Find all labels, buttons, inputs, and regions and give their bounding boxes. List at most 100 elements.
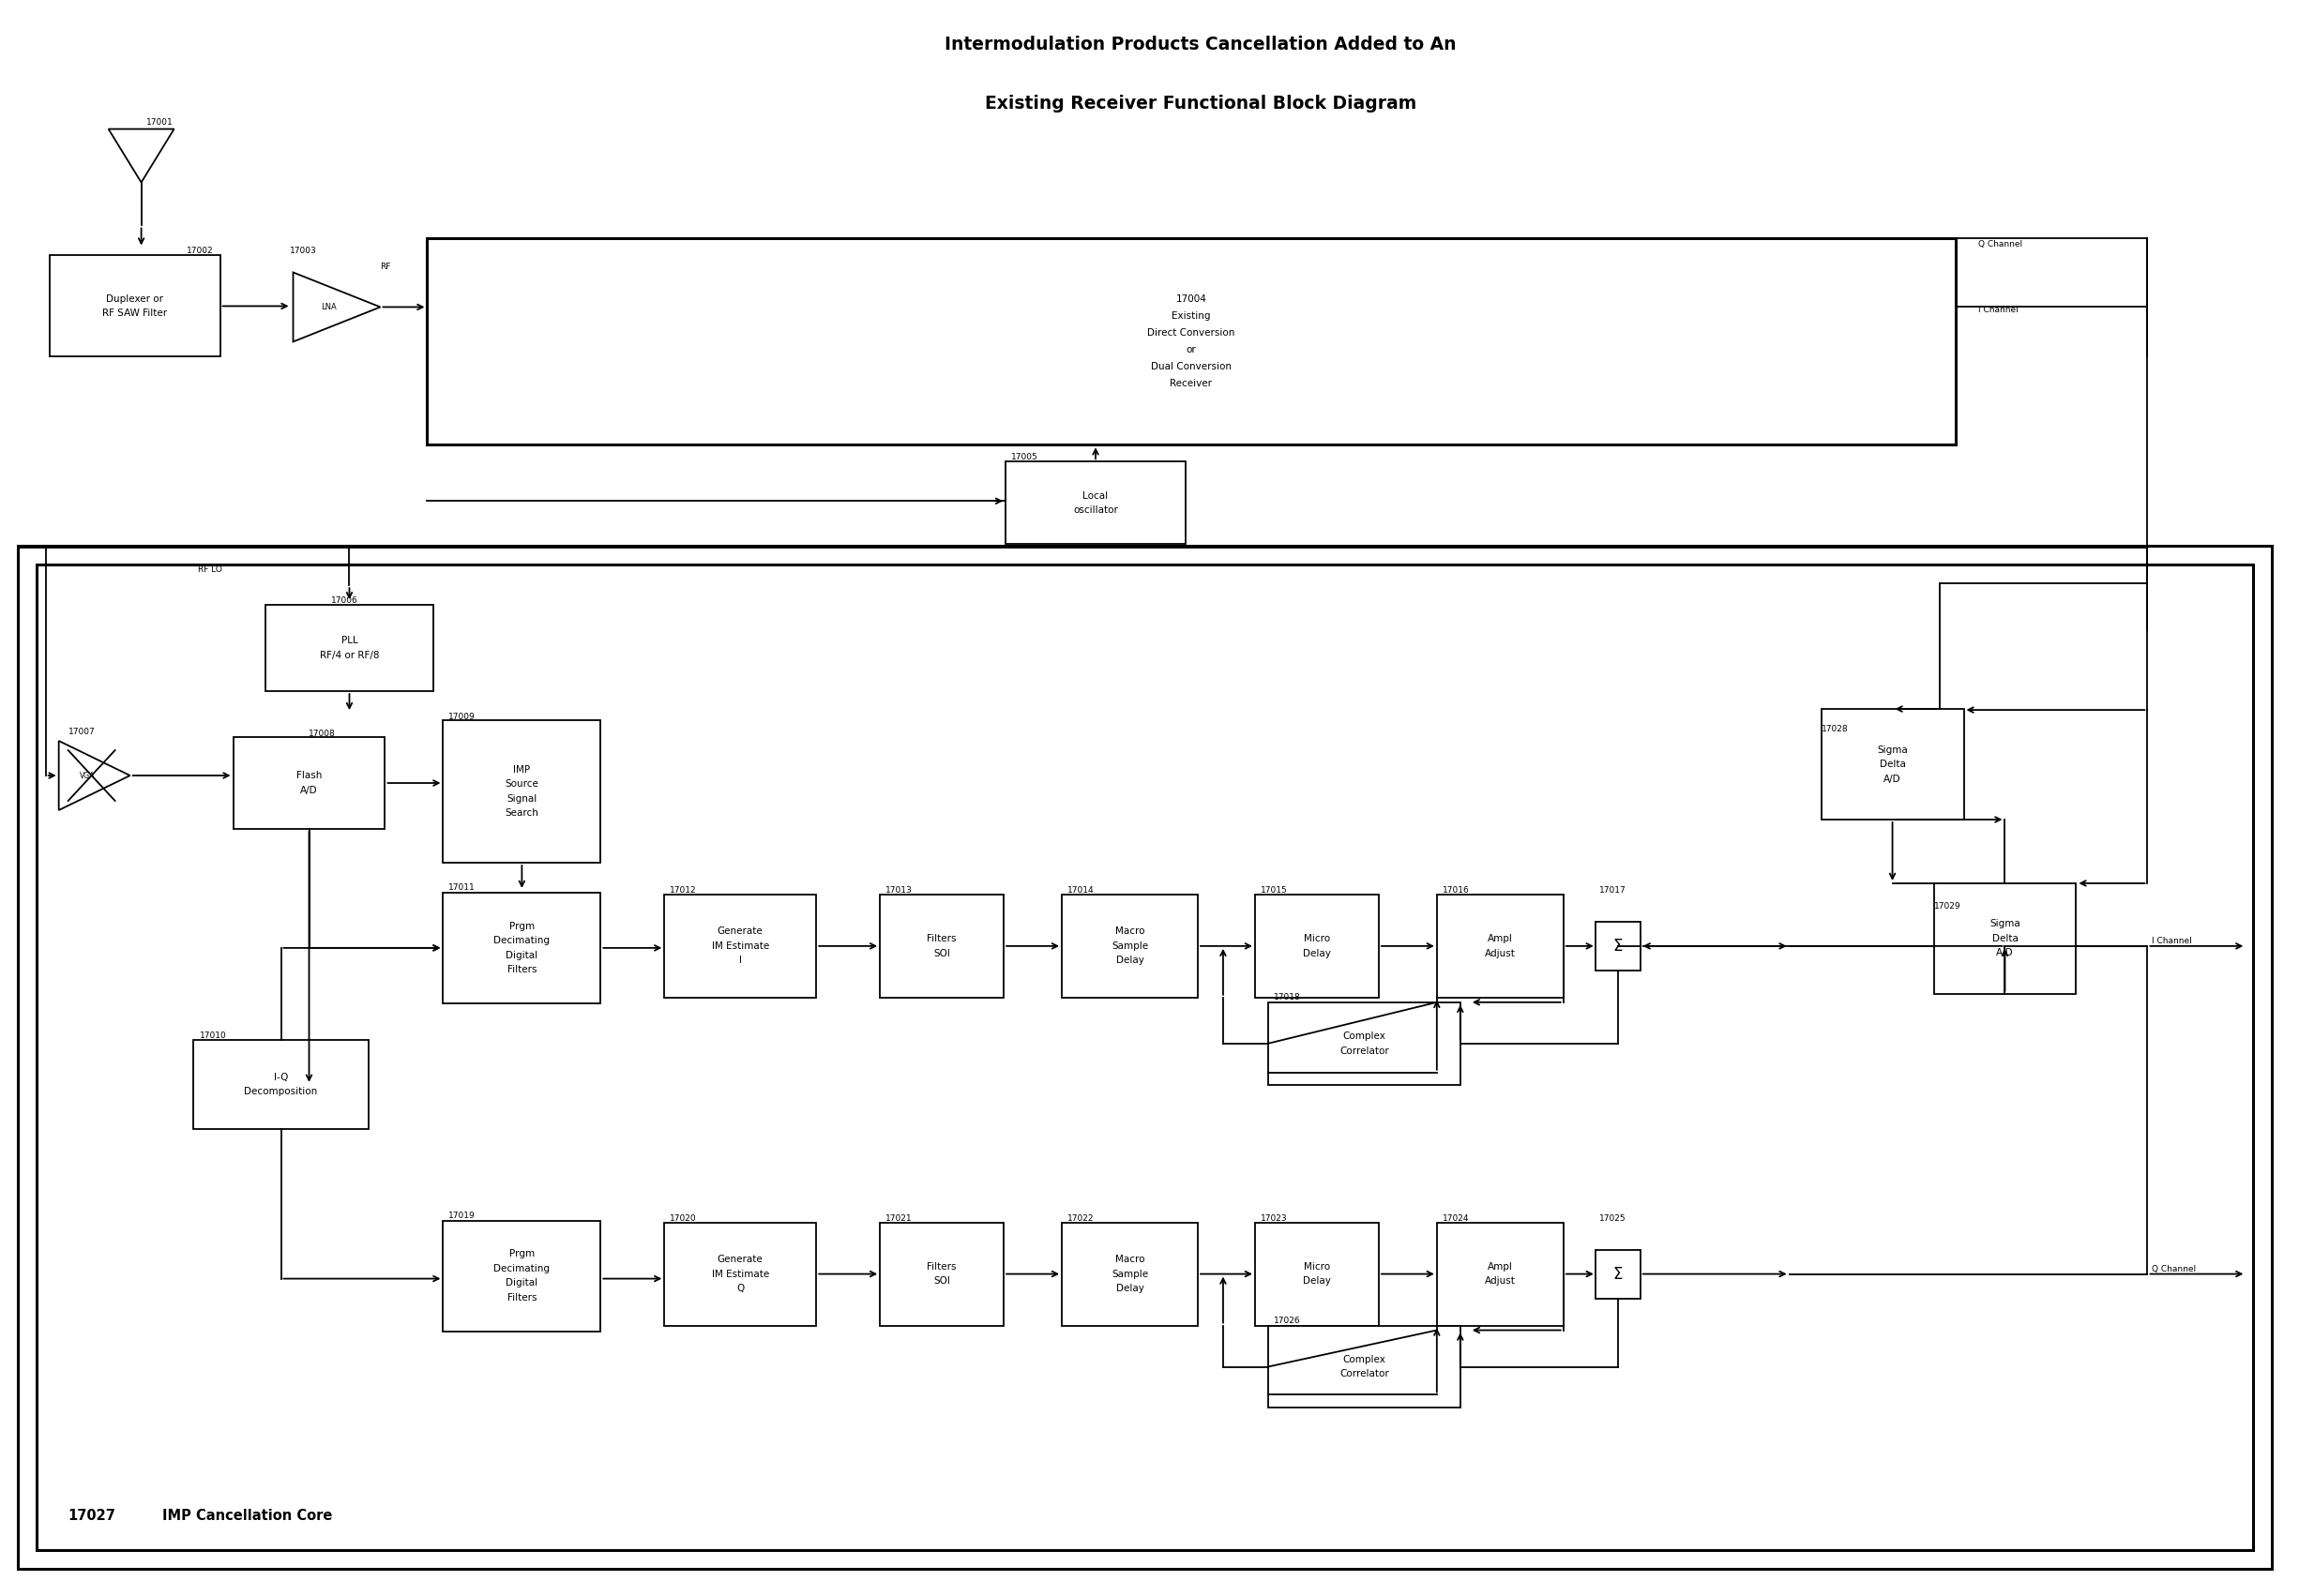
Bar bbox=[1596, 1250, 1639, 1298]
Text: Decimating: Decimating bbox=[494, 935, 549, 945]
Text: Complex: Complex bbox=[1343, 1355, 1386, 1365]
Bar bbox=[1062, 1223, 1198, 1326]
Bar bbox=[48, 255, 221, 356]
Text: 17019: 17019 bbox=[448, 1211, 476, 1219]
Text: Decimating: Decimating bbox=[494, 1264, 549, 1274]
Text: PLL: PLL bbox=[340, 637, 359, 645]
Text: RF: RF bbox=[379, 262, 391, 271]
Text: or: or bbox=[1186, 345, 1195, 354]
Bar bbox=[37, 565, 2253, 1550]
Bar bbox=[1269, 1002, 1460, 1085]
Text: Intermodulation Products Cancellation Added to An: Intermodulation Products Cancellation Ad… bbox=[945, 35, 1458, 54]
Text: Duplexer or: Duplexer or bbox=[106, 294, 163, 303]
Text: Correlator: Correlator bbox=[1340, 1045, 1389, 1055]
Bar bbox=[232, 737, 384, 828]
Text: 17017: 17017 bbox=[1600, 886, 1625, 895]
Text: Prgm: Prgm bbox=[508, 921, 536, 930]
Bar bbox=[1005, 461, 1186, 544]
Text: Delay: Delay bbox=[1115, 956, 1145, 966]
Text: Σ: Σ bbox=[1614, 1266, 1623, 1283]
Text: 17015: 17015 bbox=[1260, 886, 1287, 895]
Text: 17008: 17008 bbox=[308, 729, 336, 737]
Text: 17004: 17004 bbox=[1175, 295, 1207, 305]
Bar bbox=[881, 894, 1005, 998]
Text: Delay: Delay bbox=[1115, 1283, 1145, 1293]
Text: 17007: 17007 bbox=[69, 728, 94, 736]
Bar bbox=[1269, 1326, 1460, 1408]
Text: 17003: 17003 bbox=[290, 247, 317, 255]
Text: IM Estimate: IM Estimate bbox=[713, 942, 770, 951]
Bar bbox=[444, 892, 600, 1004]
Text: Local: Local bbox=[1083, 492, 1108, 500]
Text: Delay: Delay bbox=[1304, 948, 1331, 958]
Text: 17025: 17025 bbox=[1600, 1215, 1625, 1223]
Bar bbox=[444, 1221, 600, 1331]
Text: Filters: Filters bbox=[508, 1293, 536, 1302]
Text: Dual Conversion: Dual Conversion bbox=[1152, 362, 1232, 372]
Text: Delay: Delay bbox=[1304, 1277, 1331, 1286]
Text: 17018: 17018 bbox=[1274, 993, 1301, 1002]
Text: Existing Receiver Functional Block Diagram: Existing Receiver Functional Block Diagr… bbox=[984, 94, 1416, 113]
Text: Sigma: Sigma bbox=[1989, 919, 2021, 929]
Text: IM Estimate: IM Estimate bbox=[713, 1269, 770, 1278]
Text: 17010: 17010 bbox=[200, 1031, 225, 1041]
Bar bbox=[1062, 894, 1198, 998]
Text: 17005: 17005 bbox=[1012, 453, 1039, 461]
Text: Signal: Signal bbox=[506, 795, 538, 803]
Text: 17016: 17016 bbox=[1441, 886, 1469, 895]
Bar bbox=[664, 894, 816, 998]
Bar bbox=[1596, 921, 1639, 970]
Text: Direct Conversion: Direct Conversion bbox=[1147, 329, 1235, 338]
Bar bbox=[193, 1039, 370, 1128]
Text: 17012: 17012 bbox=[669, 886, 697, 895]
Text: Sample: Sample bbox=[1110, 1269, 1147, 1278]
Text: 17009: 17009 bbox=[448, 712, 476, 721]
Text: SOI: SOI bbox=[933, 1277, 949, 1286]
Text: A/D: A/D bbox=[301, 785, 317, 795]
Text: I Channel: I Channel bbox=[1979, 305, 2019, 314]
Text: Macro: Macro bbox=[1115, 927, 1145, 937]
Text: Receiver: Receiver bbox=[1170, 380, 1212, 388]
Text: oscillator: oscillator bbox=[1074, 506, 1117, 516]
Text: 17028: 17028 bbox=[1821, 725, 1848, 733]
Text: Micro: Micro bbox=[1304, 934, 1331, 943]
Text: 17002: 17002 bbox=[186, 247, 214, 255]
Bar bbox=[1437, 1223, 1563, 1326]
Text: A/D: A/D bbox=[1883, 774, 1901, 784]
Text: Filters: Filters bbox=[508, 966, 536, 975]
Text: Generate: Generate bbox=[717, 927, 763, 937]
Text: Correlator: Correlator bbox=[1340, 1369, 1389, 1379]
Text: VGA: VGA bbox=[78, 771, 94, 780]
Text: 17011: 17011 bbox=[448, 884, 476, 892]
Text: Digital: Digital bbox=[506, 951, 538, 959]
Text: RF SAW Filter: RF SAW Filter bbox=[101, 308, 168, 318]
Text: Decomposition: Decomposition bbox=[244, 1087, 317, 1096]
Bar bbox=[1933, 883, 2076, 994]
Text: 17027: 17027 bbox=[69, 1508, 115, 1523]
Bar bbox=[1821, 709, 1963, 820]
Text: Existing: Existing bbox=[1172, 311, 1212, 321]
Text: Search: Search bbox=[506, 809, 538, 817]
Text: 17023: 17023 bbox=[1260, 1215, 1287, 1223]
Bar bbox=[881, 1223, 1005, 1326]
Text: 17022: 17022 bbox=[1067, 1215, 1094, 1223]
Text: 17029: 17029 bbox=[1933, 902, 1961, 911]
Text: LNA: LNA bbox=[322, 303, 336, 311]
Text: Sigma: Sigma bbox=[1876, 745, 1908, 755]
Text: Source: Source bbox=[506, 779, 538, 788]
Text: Q Channel: Q Channel bbox=[2152, 1266, 2196, 1274]
Text: Sample: Sample bbox=[1110, 942, 1147, 951]
Bar bbox=[664, 1223, 816, 1326]
Text: Q Channel: Q Channel bbox=[1979, 239, 2023, 249]
Text: Q: Q bbox=[736, 1283, 745, 1293]
Text: RF/4 or RF/8: RF/4 or RF/8 bbox=[320, 651, 379, 661]
Text: Macro: Macro bbox=[1115, 1254, 1145, 1264]
Bar bbox=[444, 720, 600, 863]
Text: Digital: Digital bbox=[506, 1278, 538, 1288]
Text: Ampl: Ampl bbox=[1487, 1262, 1513, 1272]
Text: Filters: Filters bbox=[926, 934, 956, 943]
Text: 17014: 17014 bbox=[1067, 886, 1094, 895]
Text: I: I bbox=[738, 956, 743, 966]
Text: Adjust: Adjust bbox=[1485, 1277, 1515, 1286]
Text: Filters: Filters bbox=[926, 1262, 956, 1272]
